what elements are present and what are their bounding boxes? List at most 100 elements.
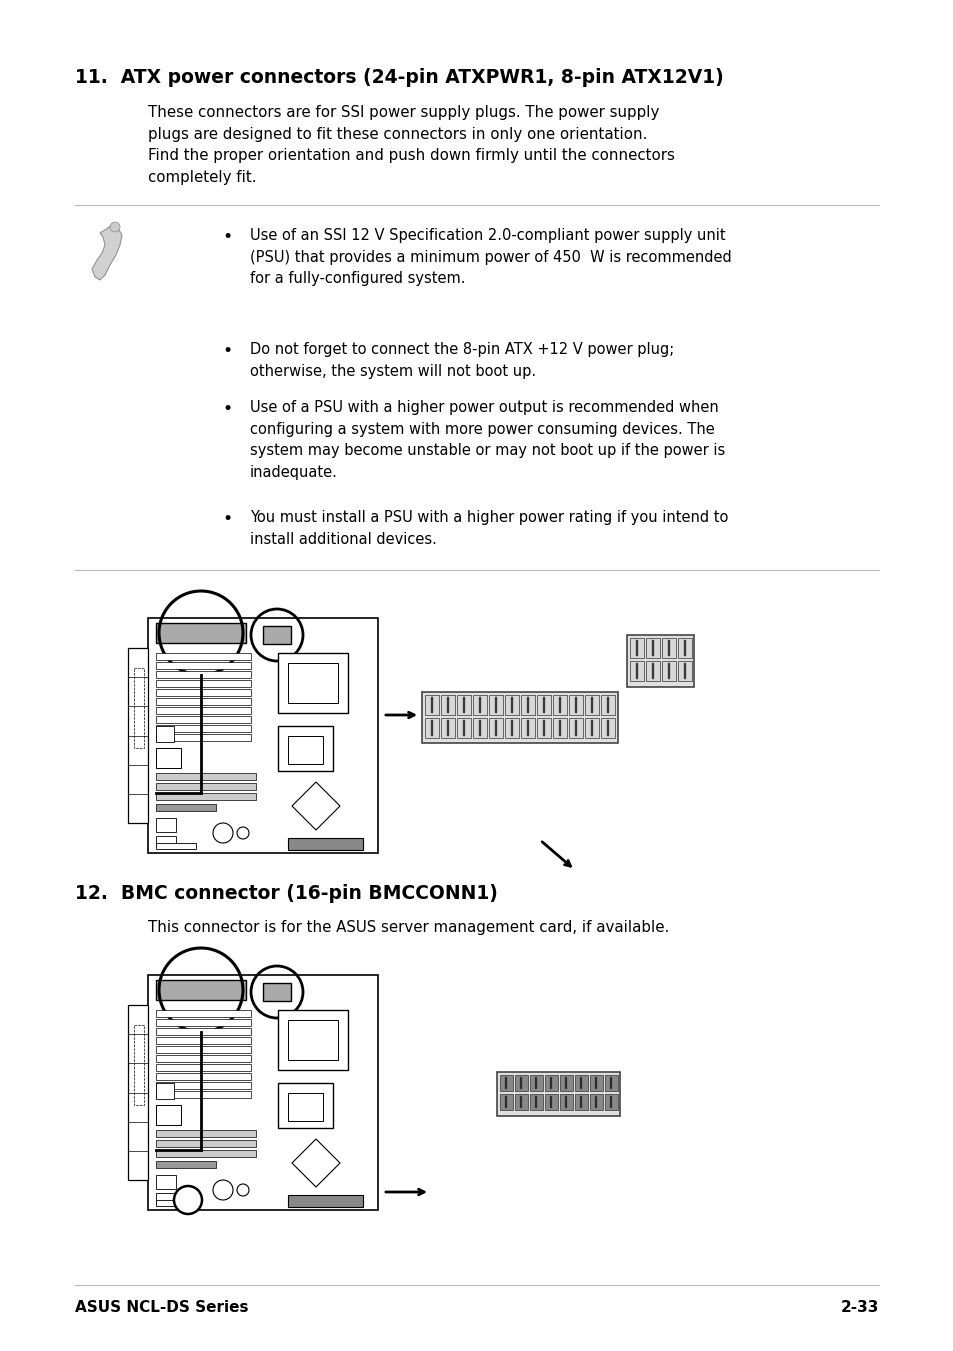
Bar (156, 1105, 181, 1125)
Bar (678, 661, 691, 681)
Bar (558, 720, 560, 736)
Bar (263, 626, 291, 644)
Bar (156, 716, 251, 723)
Bar (288, 1196, 363, 1206)
Bar (156, 817, 175, 832)
Bar (568, 694, 582, 715)
Bar (550, 1096, 552, 1108)
Bar (515, 1075, 527, 1092)
Bar (156, 1092, 251, 1098)
Bar (504, 1096, 506, 1108)
Bar (156, 836, 175, 846)
Bar (478, 697, 480, 713)
Bar (424, 694, 438, 715)
Bar (575, 720, 577, 736)
Bar (156, 680, 251, 688)
Bar (550, 1077, 552, 1089)
Bar (520, 694, 535, 715)
Bar (584, 717, 598, 738)
Bar (595, 1077, 597, 1089)
Bar (277, 653, 348, 713)
Bar (553, 717, 566, 738)
Bar (156, 748, 181, 767)
Bar (156, 1129, 255, 1138)
Bar (277, 1011, 348, 1070)
Bar (156, 1019, 251, 1025)
Bar (156, 662, 251, 669)
Bar (156, 1011, 251, 1017)
Bar (575, 1094, 587, 1111)
Bar (606, 720, 608, 736)
Bar (421, 692, 618, 743)
Circle shape (236, 827, 249, 839)
Bar (609, 1096, 612, 1108)
Bar (148, 975, 377, 1210)
Bar (156, 1038, 251, 1044)
Bar (667, 640, 669, 657)
Bar (542, 697, 544, 713)
Bar (156, 725, 173, 742)
Bar (575, 1075, 587, 1092)
Bar (288, 663, 337, 703)
Circle shape (173, 1186, 202, 1215)
Bar (156, 1055, 251, 1062)
Bar (156, 1028, 251, 1035)
Text: Use of an SSI 12 V Specification 2.0-compliant power supply unit
(PSU) that prov: Use of an SSI 12 V Specification 2.0-com… (250, 228, 731, 286)
Bar (495, 720, 497, 736)
Bar (156, 1175, 175, 1189)
Bar (462, 720, 464, 736)
Bar (495, 697, 497, 713)
Bar (497, 1071, 619, 1116)
Bar (440, 694, 455, 715)
Bar (478, 720, 480, 736)
Bar (629, 661, 643, 681)
Bar (133, 667, 144, 748)
Bar (537, 717, 551, 738)
Bar (148, 617, 377, 852)
Bar (589, 1075, 602, 1092)
Bar (504, 717, 518, 738)
Bar (288, 1020, 337, 1061)
Bar (564, 1096, 566, 1108)
Bar (156, 1084, 173, 1098)
Bar (600, 694, 615, 715)
Bar (156, 1200, 195, 1206)
Bar (595, 1096, 597, 1108)
Bar (489, 694, 502, 715)
Bar (156, 689, 251, 696)
Text: You must install a PSU with a higher power rating if you intend to
install addit: You must install a PSU with a higher pow… (250, 509, 727, 547)
Bar (535, 1096, 537, 1108)
Bar (661, 661, 676, 681)
Bar (277, 1084, 333, 1128)
Bar (156, 623, 246, 643)
Bar (156, 843, 195, 848)
Bar (156, 1150, 255, 1156)
Bar (156, 707, 251, 713)
Bar (515, 1094, 527, 1111)
Bar (288, 1093, 323, 1121)
Bar (156, 784, 255, 790)
Bar (579, 1077, 581, 1089)
Bar (584, 694, 598, 715)
Bar (156, 725, 251, 732)
Bar (288, 838, 363, 850)
Bar (651, 640, 654, 657)
Bar (504, 694, 518, 715)
Polygon shape (292, 1139, 339, 1188)
Bar (651, 663, 654, 680)
Bar (626, 635, 693, 688)
Bar (288, 736, 323, 765)
Bar (473, 717, 486, 738)
Bar (447, 720, 449, 736)
Bar (575, 697, 577, 713)
Bar (156, 698, 251, 705)
Bar (542, 720, 544, 736)
Bar (156, 1161, 215, 1169)
Bar (440, 717, 455, 738)
Bar (519, 1077, 521, 1089)
Bar (473, 694, 486, 715)
Bar (678, 638, 691, 658)
Bar (156, 804, 215, 811)
Bar (645, 661, 659, 681)
Bar (568, 717, 582, 738)
